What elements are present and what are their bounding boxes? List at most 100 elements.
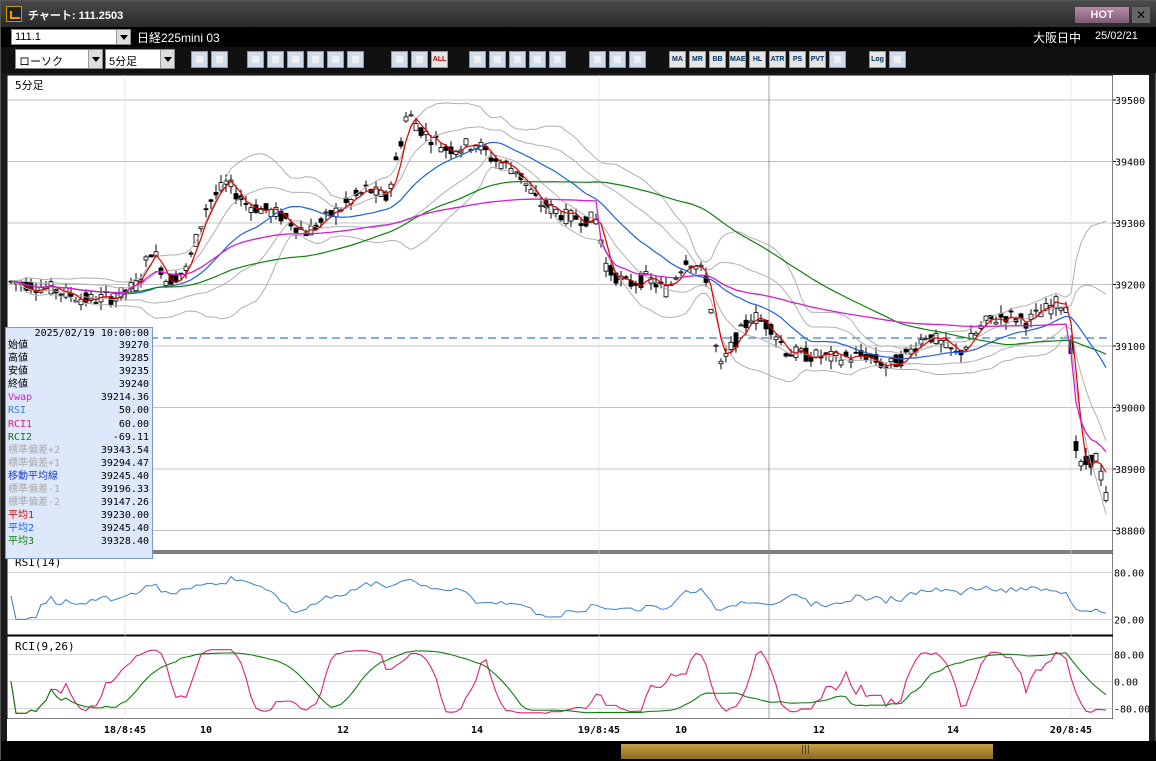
- info-value: 39328.40: [100, 536, 149, 548]
- redo-button[interactable]: [307, 51, 324, 68]
- rci-panel: [6, 635, 1114, 720]
- info-label: 終値: [8, 379, 28, 391]
- candle-body: [783, 353, 789, 357]
- cursor-button[interactable]: [287, 51, 304, 68]
- candle-body: [428, 141, 434, 146]
- zoom-button[interactable]: [191, 51, 208, 68]
- blank-button[interactable]: [549, 51, 566, 68]
- chevron-down-icon[interactable]: [160, 50, 174, 68]
- info-label: 安値: [8, 366, 28, 378]
- pvt-button[interactable]: PVT: [809, 51, 826, 68]
- log-button[interactable]: Log: [869, 51, 886, 68]
- info-row: RCI2 -69.11: [6, 431, 152, 444]
- time-axis: 18/8:45 10 12 14 19/8:45 10 12 14 20/8:45: [7, 719, 1149, 741]
- candle-body: [278, 210, 284, 222]
- period-select[interactable]: 5分足: [105, 49, 175, 69]
- candle-body: [993, 321, 999, 325]
- candle-body: [923, 338, 929, 340]
- candle-body: [948, 347, 954, 350]
- search-button[interactable]: [489, 51, 506, 68]
- candle-body: [708, 308, 714, 314]
- bollinger-lower1: [10, 154, 1107, 442]
- chart-area[interactable]: 5分足 RSI(14) RCI(9,26): [6, 74, 1114, 720]
- window-button[interactable]: [211, 51, 228, 68]
- atr-button[interactable]: ATR: [769, 51, 786, 68]
- print-button[interactable]: [327, 51, 344, 68]
- mr-button[interactable]: MR: [689, 51, 706, 68]
- candle-a-button[interactable]: [391, 51, 408, 68]
- candle-b-button[interactable]: [411, 51, 428, 68]
- candle-body: [903, 348, 909, 353]
- candle-body: [773, 336, 779, 341]
- info-row: 標準偏差-2 39147.26: [6, 496, 152, 509]
- chevron-down-icon[interactable]: [116, 30, 130, 44]
- info-row: 標準偏差+1 39294.47: [6, 457, 152, 470]
- cross-button[interactable]: [529, 51, 546, 68]
- candle-body: [193, 234, 199, 247]
- mae-button[interactable]: MAE: [729, 51, 746, 68]
- chart-type-select[interactable]: ローソク: [15, 49, 103, 69]
- ps-button[interactable]: PS: [789, 51, 806, 68]
- rsi-tick-label: 80.00: [1114, 569, 1144, 580]
- chevron-down-icon[interactable]: [88, 50, 102, 68]
- candle-body: [163, 280, 169, 287]
- candle-body: [553, 208, 559, 214]
- candle-body: [263, 203, 269, 211]
- scroll-grip-icon: |||: [801, 745, 811, 755]
- candle-body: [398, 141, 404, 147]
- candle-body: [623, 276, 629, 279]
- chart-svg[interactable]: 5分足 RSI(14) RCI(9,26): [6, 74, 1114, 720]
- exit-button[interactable]: [889, 51, 906, 68]
- candle-body: [1043, 302, 1049, 311]
- draw-line-button[interactable]: [247, 51, 264, 68]
- candle-body: [463, 138, 469, 146]
- trash-button[interactable]: [347, 51, 364, 68]
- hl-button[interactable]: HL: [749, 51, 766, 68]
- all-button[interactable]: ALL: [431, 51, 448, 68]
- candle-body: [748, 320, 754, 324]
- wrench-button[interactable]: [609, 51, 626, 68]
- candle-body: [693, 265, 699, 270]
- scroll-thumb[interactable]: [621, 744, 993, 759]
- price-tick-label: 39400: [1115, 158, 1145, 169]
- info-value: -69.11: [112, 431, 149, 443]
- info-label: 始値: [8, 340, 28, 351]
- candle-body: [778, 341, 784, 343]
- candle-body: [93, 302, 99, 304]
- close-icon[interactable]: ✕: [1132, 7, 1150, 23]
- bb-button[interactable]: BB: [709, 51, 726, 68]
- candle-body: [318, 218, 324, 223]
- gear-button[interactable]: [589, 51, 606, 68]
- chart-type-value: ローソク: [19, 56, 63, 68]
- candle-body: [248, 207, 254, 213]
- title-bar[interactable]: チャート: 111.2503 HOT ✕: [1, 1, 1156, 27]
- candle-body: [1103, 492, 1109, 501]
- ma-button[interactable]: MA: [669, 51, 686, 68]
- info-label: 平均3: [8, 536, 35, 548]
- hot-button[interactable]: HOT: [1075, 7, 1129, 23]
- session-label: 大阪日中: [1033, 31, 1082, 45]
- rsi-tick-label: 20.00: [1114, 615, 1144, 626]
- info-value: 39240: [118, 379, 149, 391]
- box-button[interactable]: [829, 51, 846, 68]
- clock-button[interactable]: [469, 51, 486, 68]
- candle-body: [243, 203, 249, 205]
- rci-label: RCI(9,26): [15, 640, 75, 653]
- symbol-select[interactable]: 111.1: [11, 29, 131, 45]
- chart-app-icon: [6, 6, 22, 22]
- candle-body: [258, 208, 264, 214]
- info-value: 39214.36: [100, 392, 149, 404]
- fib-button[interactable]: [267, 51, 284, 68]
- candle-body: [128, 282, 134, 290]
- candle-body: [323, 211, 329, 214]
- average1-line: [10, 117, 1107, 473]
- bar-chart-button[interactable]: [509, 51, 526, 68]
- palette-button[interactable]: [629, 51, 646, 68]
- candle-body: [358, 192, 364, 194]
- time-tick-label: 10: [200, 725, 212, 736]
- info-row: 平均3 39328.40: [6, 535, 152, 548]
- candle-body: [403, 116, 409, 122]
- info-row: 高値 39285: [6, 352, 152, 365]
- info-value: 39285: [118, 353, 149, 365]
